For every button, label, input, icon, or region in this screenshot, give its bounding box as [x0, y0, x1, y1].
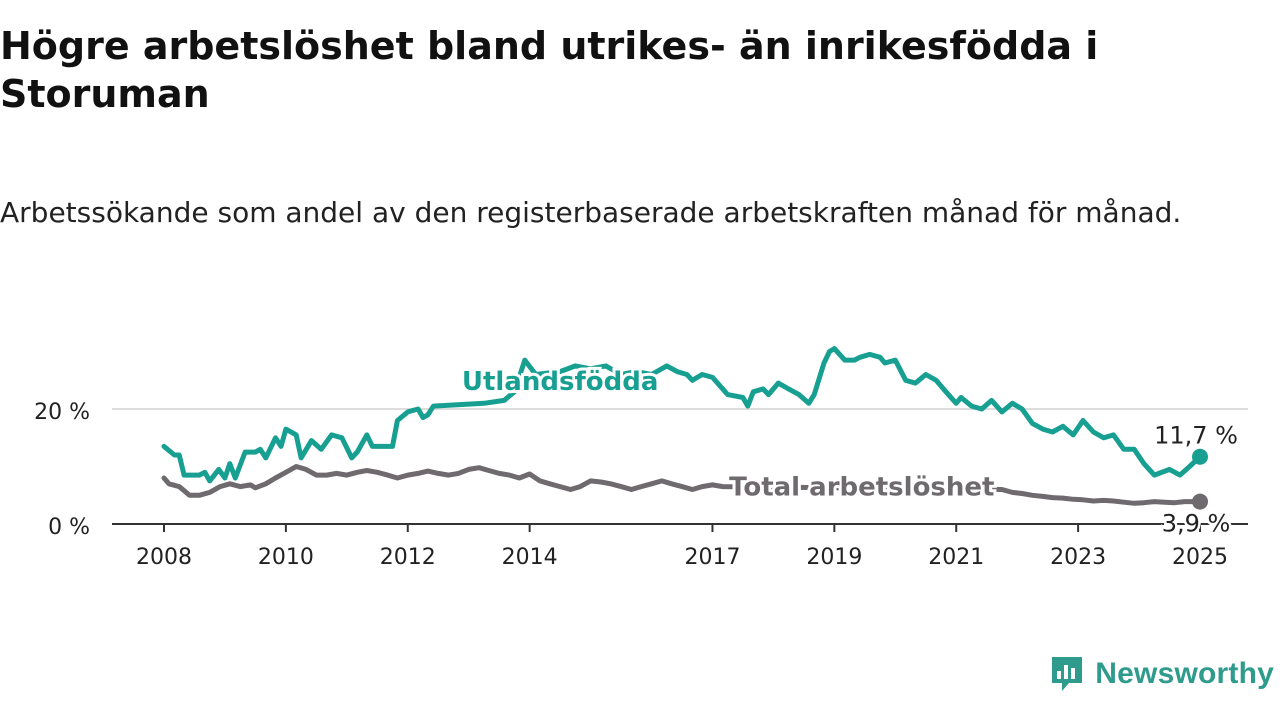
chart-title: Högre arbetslöshet bland utrikes- än inr…: [0, 24, 1099, 116]
series-label: Total arbetslöshet: [729, 472, 994, 502]
y-tick-label: 20 %: [34, 400, 90, 425]
series-label: Utlandsfödda: [462, 367, 659, 397]
x-tick-label: 2019: [806, 545, 862, 570]
end-value-label: 11,7 %: [1154, 422, 1238, 450]
x-tick-label: 2025: [1172, 545, 1228, 570]
series-end-point: [1192, 448, 1208, 465]
series-line-total: [161, 464, 1203, 506]
x-tick-label: 2021: [928, 545, 984, 570]
bar-chart-shield-icon: [1052, 657, 1083, 691]
axes: 0 % 20 % 2008 2010 2012 2014 2017 2019 2021 2023 2…: [34, 400, 1248, 570]
x-tick-label: 2017: [684, 545, 740, 570]
series-labels: Utlandsfödda Total arbetslöshet 11,7 % 3,9 …: [459, 364, 1241, 540]
x-tick-label: 2014: [502, 545, 558, 570]
x-tick-label: 2012: [380, 545, 436, 570]
x-tick-label: 2008: [136, 545, 192, 570]
line-chart: 0 % 20 % 2008 2010 2012 2014 2017 2019 2021 2023 2…: [34, 346, 1248, 570]
brand-logo[interactable]: Newsworthy: [1049, 652, 1274, 696]
series-lines: [161, 346, 1208, 510]
brand-name: Newsworthy: [1095, 657, 1274, 690]
y-tick-label: 0 %: [48, 515, 90, 540]
series-line-utlandsfodda: [161, 346, 1203, 484]
chart-subtitle: Arbetssökande som andel av den registerb…: [0, 196, 1182, 229]
series-end-point: [1192, 493, 1208, 510]
end-value-label: 3,9 %: [1162, 510, 1231, 538]
x-tick-label: 2023: [1050, 545, 1106, 570]
x-tick-label: 2010: [258, 545, 314, 570]
